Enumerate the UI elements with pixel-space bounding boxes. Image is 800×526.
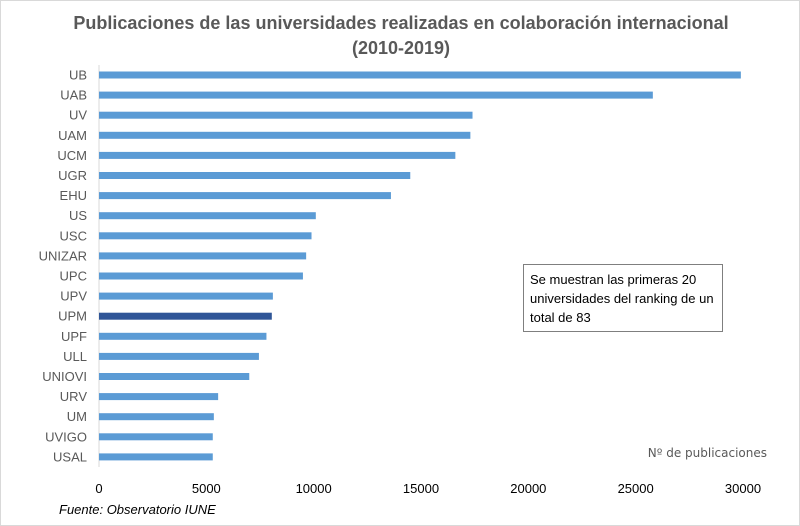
y-tick-label: USAL bbox=[53, 449, 87, 464]
annotation-box: Se muestran las primeras 20 universidade… bbox=[523, 264, 723, 332]
y-tick-label: UAM bbox=[58, 128, 87, 143]
y-tick-label: ULL bbox=[63, 349, 87, 364]
y-tick-label: UPC bbox=[60, 269, 87, 284]
y-tick-label: UPM bbox=[58, 309, 87, 324]
y-tick-label: UV bbox=[69, 108, 87, 123]
y-tick-label: UPF bbox=[61, 329, 87, 344]
x-tick-label: 30000 bbox=[725, 481, 761, 496]
bar-uam bbox=[99, 131, 471, 139]
bar-upc bbox=[99, 272, 303, 280]
bar-ehu bbox=[99, 192, 391, 200]
bar-unizar bbox=[99, 252, 307, 260]
x-tick-label: 20000 bbox=[510, 481, 546, 496]
y-tick-label: USC bbox=[60, 228, 87, 243]
y-tick-label: UPV bbox=[60, 289, 87, 304]
bar-ull bbox=[99, 352, 259, 360]
y-tick-label: UM bbox=[67, 409, 87, 424]
bar-usc bbox=[99, 232, 312, 240]
bar-ugr bbox=[99, 172, 411, 179]
y-tick-label: UCM bbox=[57, 148, 87, 163]
source-label: Fuente: Observatorio IUNE bbox=[59, 502, 216, 517]
bar-uvigo bbox=[99, 433, 213, 441]
bar-uniovi bbox=[99, 373, 250, 380]
y-tick-label: UAB bbox=[60, 88, 87, 103]
bar-um bbox=[99, 413, 214, 421]
x-tick-label: 10000 bbox=[296, 481, 332, 496]
chart-title: Publicaciones de las universidades reali… bbox=[1, 11, 799, 61]
y-tick-label: UNIOVI bbox=[42, 369, 87, 384]
title-line-2: (2010-2019) bbox=[351, 38, 451, 58]
title-line-1: Publicaciones de las universidades reali… bbox=[73, 13, 729, 33]
bar-upf bbox=[99, 332, 267, 340]
y-tick-label: UVIGO bbox=[45, 429, 87, 444]
x-tick-label: 15000 bbox=[403, 481, 439, 496]
bar-ub bbox=[99, 71, 741, 79]
bar-uv bbox=[99, 111, 473, 119]
y-tick-label: UB bbox=[69, 68, 87, 83]
bar-upm bbox=[99, 312, 272, 320]
bar-us bbox=[99, 212, 316, 220]
y-tick-label: EHU bbox=[60, 188, 87, 203]
bar-urv bbox=[99, 393, 219, 401]
bar-uab bbox=[99, 91, 653, 99]
bar-upv bbox=[99, 292, 273, 300]
x-tick-label: 0 bbox=[95, 481, 102, 496]
x-tick-label: 5000 bbox=[192, 481, 221, 496]
y-tick-label: UNIZAR bbox=[39, 248, 87, 263]
bar-ucm bbox=[99, 151, 456, 159]
bar-usal bbox=[99, 453, 213, 461]
y-tick-label: US bbox=[69, 208, 87, 223]
x-axis-label: Nº de publicaciones bbox=[648, 446, 767, 460]
x-tick-label: 25000 bbox=[618, 481, 654, 496]
y-tick-label: UGR bbox=[58, 168, 87, 183]
y-tick-label: URV bbox=[60, 389, 88, 404]
